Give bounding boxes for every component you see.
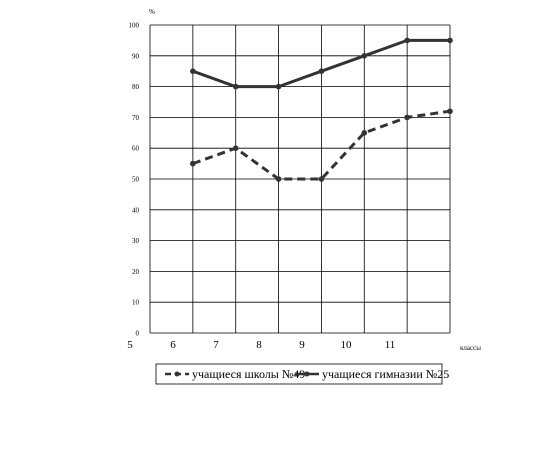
x-tick-label: 9 [299,339,305,351]
series-1-point [447,108,453,115]
series-2-point [361,53,368,59]
y-tick-label: 0 [136,330,140,338]
y-tick-label: 40 [132,206,140,214]
series-1-point [275,176,282,182]
series-2-point [447,37,453,44]
series-1-point [404,114,410,121]
x-tick-label: 7 [213,339,219,351]
x-axis-ticks: 5 6 7 8 9 10 11 [127,339,395,351]
series-2-point [232,83,239,90]
legend-marker-2 [304,371,310,377]
series-1-point [318,176,325,182]
x-tick-label: 8 [256,339,262,351]
y-tick-label: 70 [132,114,140,122]
series-layer [190,37,453,182]
x-tick-label: 6 [170,339,176,351]
y-tick-label: 30 [132,237,140,245]
y-tick-label: 50 [132,176,140,184]
y-tick-label: 90 [132,52,140,60]
y-axis-ticks: 0 10 20 30 40 50 60 70 80 90 100 [129,22,140,338]
x-axis-label: классы [460,344,481,352]
legend-label-1: учащиеся школы №49 [192,367,305,381]
legend-label-2: учащиеся гимназии №25 [322,367,449,381]
x-tick-label: 11 [385,339,396,351]
series-2-point [318,68,325,74]
chart-grid [149,24,451,334]
legend: учащиеся школы №49 учащиеся гимназии №25 [155,363,449,385]
series-2-point [275,83,282,90]
legend-marker-1 [174,371,180,377]
x-tick-label: 5 [127,339,133,351]
y-axis-label: % [149,8,155,16]
series-2-point [404,37,410,44]
y-tick-label: 10 [132,299,140,307]
series-1-point [361,130,368,136]
series-1-point [232,145,239,151]
x-tick-label: 10 [341,339,353,351]
y-tick-label: 100 [129,22,140,30]
y-tick-label: 20 [132,268,140,276]
series-2-point [190,68,196,74]
y-tick-label: 60 [132,145,140,153]
series-1-point [190,160,196,167]
y-tick-label: 80 [132,83,140,91]
